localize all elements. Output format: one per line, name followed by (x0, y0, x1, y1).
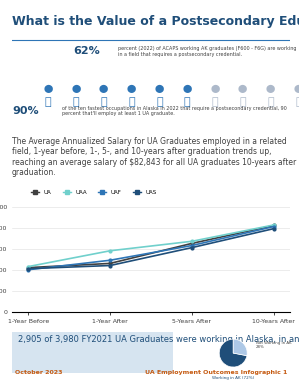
Text: ⬤: ⬤ (127, 84, 136, 93)
UAS (108, 263, 112, 268)
Text: What is the Value of a Postsecondary Education?: What is the Value of a Postsecondary Edu… (12, 15, 299, 28)
UAF (190, 243, 194, 248)
Text: ⬤: ⬤ (238, 84, 248, 93)
UAA (272, 223, 275, 227)
UA (108, 261, 112, 266)
Text: 🧍: 🧍 (73, 97, 79, 107)
Text: ⬤: ⬤ (294, 84, 299, 93)
Text: ⬤: ⬤ (71, 84, 81, 93)
Wedge shape (219, 339, 247, 367)
UA (190, 241, 194, 246)
Text: ⬤: ⬤ (182, 84, 192, 93)
Text: 🧍: 🧍 (100, 97, 107, 107)
Text: 🧍: 🧍 (267, 97, 274, 107)
UA (27, 265, 30, 270)
Text: ⬤: ⬤ (99, 84, 109, 93)
Text: 62%: 62% (73, 45, 100, 55)
Text: percent (2022) of ACAPS working AK graduates (F600 - F6G) are working in a field: percent (2022) of ACAPS working AK gradu… (118, 47, 296, 57)
Text: The Average Annualized Salary for UA Graduates employed in a related field, 1-ye: The Average Annualized Salary for UA Gra… (12, 137, 296, 177)
UAF (108, 258, 112, 263)
UAF (272, 224, 275, 229)
Line: UAA: UAA (27, 223, 275, 268)
Line: UA: UA (27, 224, 275, 269)
Text: Working in AK (72%): Working in AK (72%) (212, 376, 254, 380)
UAA (27, 264, 30, 269)
Text: 🧍: 🧍 (156, 97, 163, 107)
UA (272, 223, 275, 228)
Text: ⬤: ⬤ (43, 84, 53, 93)
UAS (190, 245, 194, 250)
Text: 2,905 of 3,980 FY2021 UA Graduates were working in Alaska, in any occupation, 1-: 2,905 of 3,980 FY2021 UA Graduates were … (18, 335, 299, 344)
Text: ⬤: ⬤ (266, 84, 275, 93)
Text: of the ten fastest occupations in Alaska in 2022 that require a postsecondary cr: of the ten fastest occupations in Alaska… (62, 106, 287, 116)
Text: 🧍: 🧍 (45, 97, 51, 107)
UAS (272, 226, 275, 231)
Text: UA Employment Outcomes Infographic 1: UA Employment Outcomes Infographic 1 (145, 371, 287, 376)
Text: 🧍: 🧍 (184, 97, 190, 107)
Wedge shape (233, 339, 247, 356)
Text: Not Working in AK
28%: Not Working in AK 28% (256, 341, 292, 350)
Text: 🧍: 🧍 (212, 97, 218, 107)
UAS (27, 266, 30, 271)
Text: 🧍: 🧍 (128, 97, 135, 107)
Text: ⬤: ⬤ (210, 84, 220, 93)
Bar (12, 332, 173, 372)
Text: 🧍: 🧍 (239, 97, 246, 107)
Text: ⬤: ⬤ (155, 84, 164, 93)
UAA (190, 239, 194, 244)
Text: 90%: 90% (12, 106, 39, 116)
Text: October 2023: October 2023 (15, 371, 62, 376)
Text: 🧍: 🧍 (295, 97, 299, 107)
Line: UAS: UAS (27, 227, 275, 270)
Line: UAF: UAF (27, 225, 275, 271)
UAF (27, 267, 30, 272)
UAA (108, 248, 112, 253)
Legend: UA, UAA, UAF, UAS: UA, UAA, UAF, UAS (29, 187, 159, 197)
